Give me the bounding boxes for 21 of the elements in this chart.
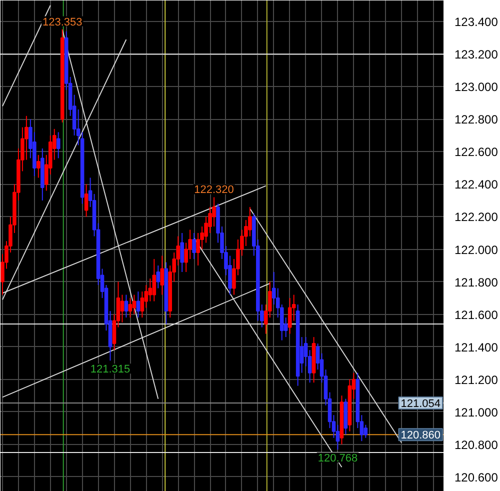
y-tick-label: 122.800 <box>454 112 498 127</box>
y-tick-label: 122.000 <box>454 242 498 257</box>
y-tick-label: 120.800 <box>454 438 498 452</box>
y-tick-label: 122.400 <box>454 178 498 192</box>
y-tick-label: 121.200 <box>454 372 498 387</box>
y-tick-label: 121.000 <box>454 405 498 420</box>
annotation: 121.315 <box>90 364 130 376</box>
y-tick-label: 123.400 <box>454 15 498 30</box>
y-tick-label: 122.600 <box>454 145 498 160</box>
y-tick-label: 122.200 <box>454 210 498 224</box>
annotation: 123.353 <box>42 16 82 28</box>
ref-line-label: 121.054 <box>400 398 441 410</box>
y-tick-label: 121.600 <box>454 308 498 322</box>
y-tick-label: 123.200 <box>454 48 498 62</box>
annotation: 122.320 <box>194 184 234 196</box>
y-tick-label: 121.800 <box>454 275 498 290</box>
y-tick-label: 123.000 <box>454 80 498 94</box>
annotation: 120.768 <box>318 452 358 465</box>
ref-line-label: 120.860 <box>400 430 441 442</box>
y-tick-label: 121.400 <box>454 340 498 354</box>
y-tick-label: 120.600 <box>454 470 498 484</box>
